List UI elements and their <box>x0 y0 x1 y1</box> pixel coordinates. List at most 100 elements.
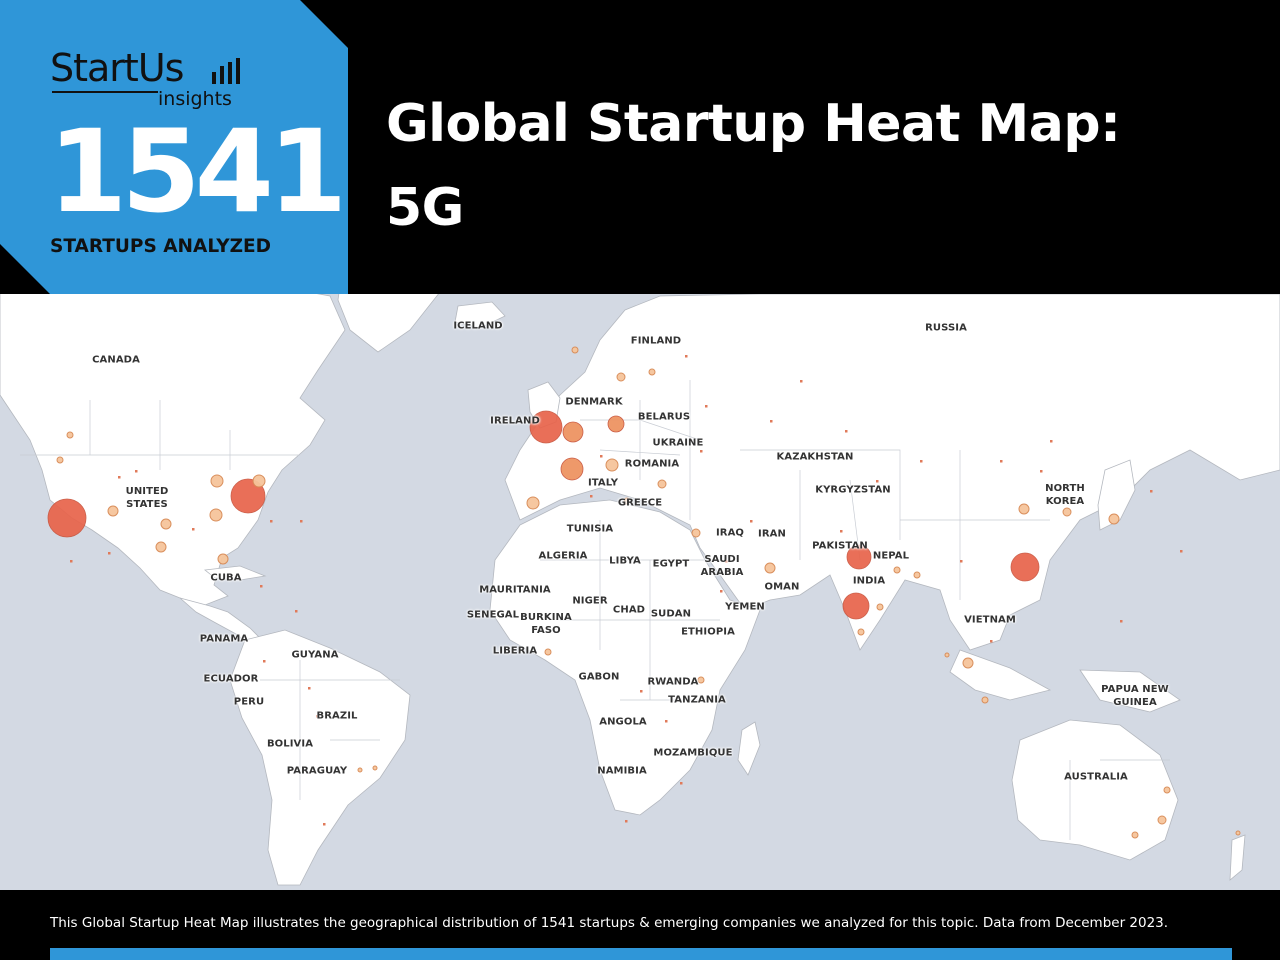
country-label-ireland: IRELAND <box>490 415 540 427</box>
land-south-america <box>229 629 411 886</box>
country-label-mauritania: MAURITANIA <box>479 584 551 596</box>
startup-bubble[interactable] <box>648 368 656 376</box>
startup-bubble[interactable] <box>372 765 378 771</box>
startup-bubble[interactable] <box>252 474 266 488</box>
title-line-1: Global Startup Heat Map: <box>386 94 1121 154</box>
startup-bubble[interactable] <box>66 431 74 439</box>
country-label-vietnam: VIETNAM <box>964 614 1016 626</box>
country-label-nepal: NEPAL <box>872 550 910 562</box>
startup-bubble[interactable] <box>607 415 625 433</box>
startup-dot <box>323 823 326 826</box>
country-label-tunisia: TUNISIA <box>566 523 614 535</box>
land-papua-new-guinea <box>1079 669 1181 713</box>
country-label-burkina-faso: BURKINA FASO <box>520 612 572 636</box>
country-label-denmark: DENMARK <box>565 396 623 408</box>
land-madagascar <box>737 721 761 776</box>
country-label-peru: PERU <box>233 696 265 708</box>
startup-dot <box>70 560 73 563</box>
startup-dot <box>990 640 993 643</box>
startup-dot <box>1000 460 1003 463</box>
startup-bubble[interactable] <box>562 421 584 443</box>
country-label-paraguay: PARAGUAY <box>286 765 348 777</box>
startup-bubble[interactable] <box>913 571 921 579</box>
startup-bubble[interactable] <box>657 479 667 489</box>
startup-bubble[interactable] <box>842 592 870 620</box>
startup-dot <box>665 720 668 723</box>
startup-bubble[interactable] <box>1018 503 1030 515</box>
startup-bubble[interactable] <box>697 676 705 684</box>
startup-bubble[interactable] <box>107 505 119 517</box>
startup-dot <box>1040 470 1043 473</box>
startup-dot <box>920 460 923 463</box>
startup-bubble[interactable] <box>893 566 901 574</box>
startup-bubble[interactable] <box>846 544 872 570</box>
startup-bubble[interactable] <box>876 603 884 611</box>
startup-bubble[interactable] <box>155 541 167 553</box>
country-label-ukraine: UKRAINE <box>652 437 704 449</box>
country-label-chad: CHAD <box>612 604 646 616</box>
startup-bubble[interactable] <box>605 458 619 472</box>
startup-dot <box>845 430 848 433</box>
country-label-oman: OMAN <box>764 581 800 593</box>
startup-dot <box>295 610 298 613</box>
startup-dot <box>300 520 303 523</box>
country-label-iran: IRAN <box>758 528 786 540</box>
startup-bubble[interactable] <box>217 553 229 565</box>
startup-bubble[interactable] <box>160 518 172 530</box>
count-badge <box>0 0 348 294</box>
startup-bubble[interactable] <box>209 508 223 522</box>
country-label-guyana: GUYANA <box>291 649 339 661</box>
startup-dot <box>192 528 195 531</box>
startup-dot <box>960 560 963 563</box>
startup-bubble[interactable] <box>981 696 989 704</box>
startup-bubble[interactable] <box>944 652 950 658</box>
startup-dot <box>1150 490 1153 493</box>
startup-bubble[interactable] <box>623 497 631 505</box>
startup-bubble[interactable] <box>526 496 540 510</box>
startup-bubble[interactable] <box>1108 513 1120 525</box>
country-borders <box>20 380 1170 840</box>
startup-bubble[interactable] <box>1163 786 1171 794</box>
startup-dot <box>1120 620 1123 623</box>
country-label-papua-new-guinea: PAPUA NEW GUINEA <box>1101 684 1169 708</box>
startup-bubble[interactable] <box>764 562 776 574</box>
country-label-algeria: ALGERIA <box>538 550 588 562</box>
startup-bubble[interactable] <box>616 372 626 382</box>
startup-dot <box>263 660 266 663</box>
startup-dot <box>308 687 311 690</box>
startup-bubble[interactable] <box>857 628 865 636</box>
startup-dot <box>720 590 723 593</box>
startup-bubble[interactable] <box>1010 552 1040 582</box>
startup-bubble[interactable] <box>210 474 224 488</box>
startup-bubble[interactable] <box>56 456 64 464</box>
country-label-pakistan: PAKISTAN <box>812 540 868 552</box>
startup-bubbles[interactable] <box>47 346 1241 839</box>
startup-dot <box>685 355 688 358</box>
startup-dot <box>750 520 753 523</box>
country-label-senegal: SENEGAL <box>466 609 520 621</box>
startup-bubble[interactable] <box>1235 830 1241 836</box>
startup-bubble[interactable] <box>691 528 701 538</box>
startup-bubble[interactable] <box>47 498 87 538</box>
country-label-bolivia: BOLIVIA <box>266 738 314 750</box>
country-label-panama: PANAMA <box>199 633 249 645</box>
startup-bubble[interactable] <box>357 767 363 773</box>
country-label-ecuador: ECUADOR <box>203 673 259 685</box>
country-label-rwanda: RWANDA <box>647 676 699 688</box>
country-label-russia: RUSSIA <box>925 322 967 334</box>
startup-bubble[interactable] <box>544 648 552 656</box>
country-label-sudan: SUDAN <box>650 608 692 620</box>
startup-bubble[interactable] <box>1157 815 1167 825</box>
startup-bubble[interactable] <box>529 410 563 444</box>
country-label-iraq: IRAQ <box>715 527 745 539</box>
country-label-finland: FINLAND <box>630 335 682 347</box>
startup-bubble[interactable] <box>1131 831 1139 839</box>
startup-dot <box>840 530 843 533</box>
startup-bubble[interactable] <box>230 478 266 514</box>
startup-bubble[interactable] <box>962 657 974 669</box>
page-title: Global Startup Heat Map: 5G <box>386 82 1256 250</box>
startup-bubble[interactable] <box>571 346 579 354</box>
startup-bubble[interactable] <box>560 457 584 481</box>
startup-bubble[interactable] <box>1062 507 1072 517</box>
brand-name: StartUs <box>50 46 184 90</box>
